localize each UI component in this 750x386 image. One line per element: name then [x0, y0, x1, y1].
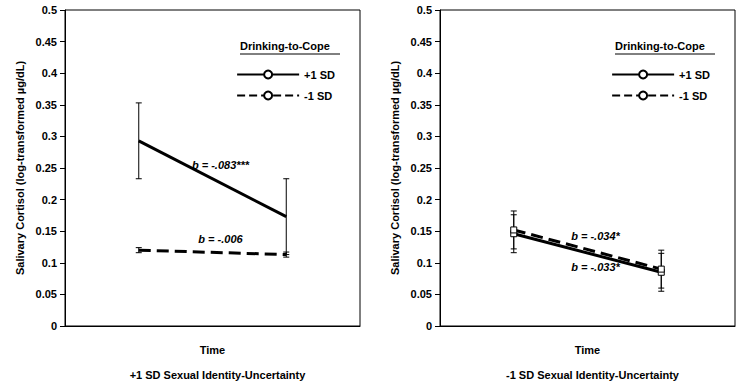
svg-text:0.1: 0.1 — [42, 257, 57, 269]
svg-text:0.15: 0.15 — [411, 225, 432, 237]
svg-text:0.45: 0.45 — [36, 36, 57, 48]
svg-text:b = -.006: b = -.006 — [198, 233, 243, 245]
svg-text:Drinking-to-Cope: Drinking-to-Cope — [615, 40, 705, 52]
svg-text:0.1: 0.1 — [417, 257, 432, 269]
svg-text:Salivary Cortisol (log-transfo: Salivary Cortisol (log-transformed µg/dL… — [389, 61, 401, 275]
svg-text:0: 0 — [51, 320, 57, 332]
svg-text:0.25: 0.25 — [36, 162, 57, 174]
svg-text:-1 SD Sexual Identity-Uncertai: -1 SD Sexual Identity-Uncertainty — [506, 369, 680, 381]
svg-text:Salivary Cortisol (log-transfo: Salivary Cortisol (log-transformed µg/dL… — [14, 61, 26, 275]
svg-text:0.4: 0.4 — [417, 67, 433, 79]
svg-text:+1 SD: +1 SD — [304, 69, 335, 81]
svg-text:+1 SD Sexual Identity-Uncertai: +1 SD Sexual Identity-Uncertainty — [130, 369, 307, 381]
svg-text:b = -.033*: b = -.033* — [571, 261, 620, 273]
svg-text:0.35: 0.35 — [36, 99, 57, 111]
svg-text:0.2: 0.2 — [417, 194, 432, 206]
svg-text:0.15: 0.15 — [36, 225, 57, 237]
svg-text:Time: Time — [575, 344, 600, 356]
svg-text:0.45: 0.45 — [411, 36, 432, 48]
svg-text:0.3: 0.3 — [42, 130, 57, 142]
svg-text:0.2: 0.2 — [42, 194, 57, 206]
svg-text:Drinking-to-Cope: Drinking-to-Cope — [240, 40, 330, 52]
svg-text:0.5: 0.5 — [417, 4, 432, 16]
svg-text:-1 SD: -1 SD — [679, 90, 707, 102]
svg-text:b = -.083***: b = -.083*** — [192, 159, 250, 171]
svg-text:0.5: 0.5 — [42, 4, 57, 16]
svg-text:0.35: 0.35 — [411, 99, 432, 111]
svg-text:0.4: 0.4 — [42, 67, 58, 79]
svg-text:+1 SD: +1 SD — [679, 69, 710, 81]
svg-text:-1 SD: -1 SD — [304, 90, 332, 102]
svg-text:Time: Time — [200, 344, 225, 356]
svg-text:0.3: 0.3 — [417, 130, 432, 142]
svg-text:0.05: 0.05 — [36, 288, 57, 300]
svg-text:0: 0 — [426, 320, 432, 332]
svg-text:0.25: 0.25 — [411, 162, 432, 174]
svg-text:b = -.034*: b = -.034* — [571, 230, 620, 242]
svg-text:0.05: 0.05 — [411, 288, 432, 300]
